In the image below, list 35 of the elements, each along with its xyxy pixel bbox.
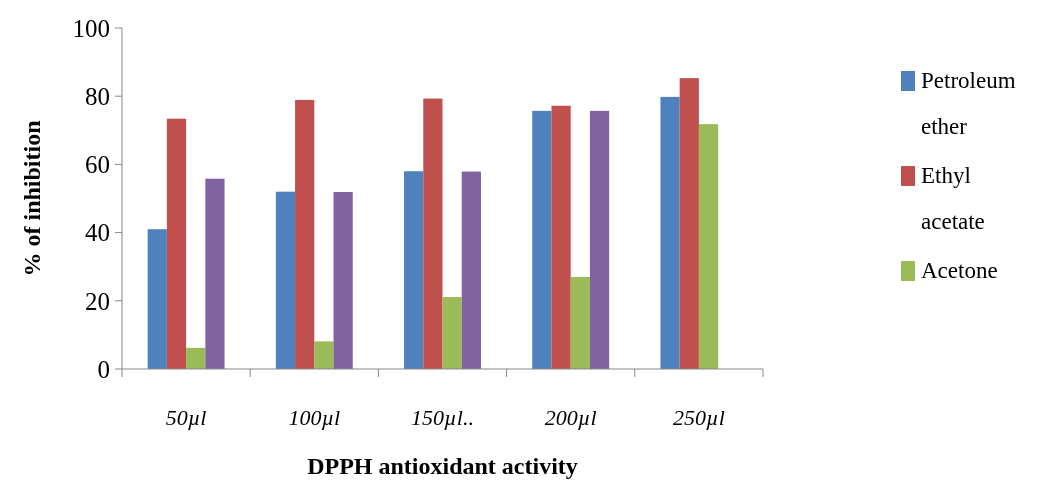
bar [314,341,334,369]
bar [404,171,424,369]
legend-label: Petroleum ether [921,68,1016,139]
y-tick-label: 80 [85,82,110,110]
x-tick-label: 100µl [288,405,341,430]
x-tick-label: 150µl.. [411,405,474,430]
bar [551,105,571,369]
bar [295,99,315,369]
bar [532,110,552,369]
bar [660,96,680,369]
bar [423,98,443,369]
legend-label: Ethyl acetate [921,163,985,234]
bar [442,297,462,369]
bar [275,191,296,369]
bar [679,78,699,369]
bar [698,124,719,369]
bar [589,110,610,369]
y-tick-label: 40 [85,219,110,247]
bar [570,276,590,369]
bar [147,229,167,369]
x-tick-label: 50µl [165,405,207,430]
x-tick-label: 250µl [673,405,725,430]
y-tick-label: 20 [85,287,110,315]
y-axis-title: % of inhibition [19,120,45,277]
bar [333,192,353,369]
y-tick-label: 100 [72,14,110,42]
y-tick-label: 60 [85,151,110,179]
bar [205,178,225,369]
bar [166,118,187,369]
legend-label: Acetone [921,258,998,283]
bar [461,171,481,369]
x-tick-label: 200µl [544,405,597,430]
x-axis-title: DPPH antioxidant activity [307,453,578,479]
y-tick-label: 0 [97,355,110,383]
bar [186,347,206,369]
